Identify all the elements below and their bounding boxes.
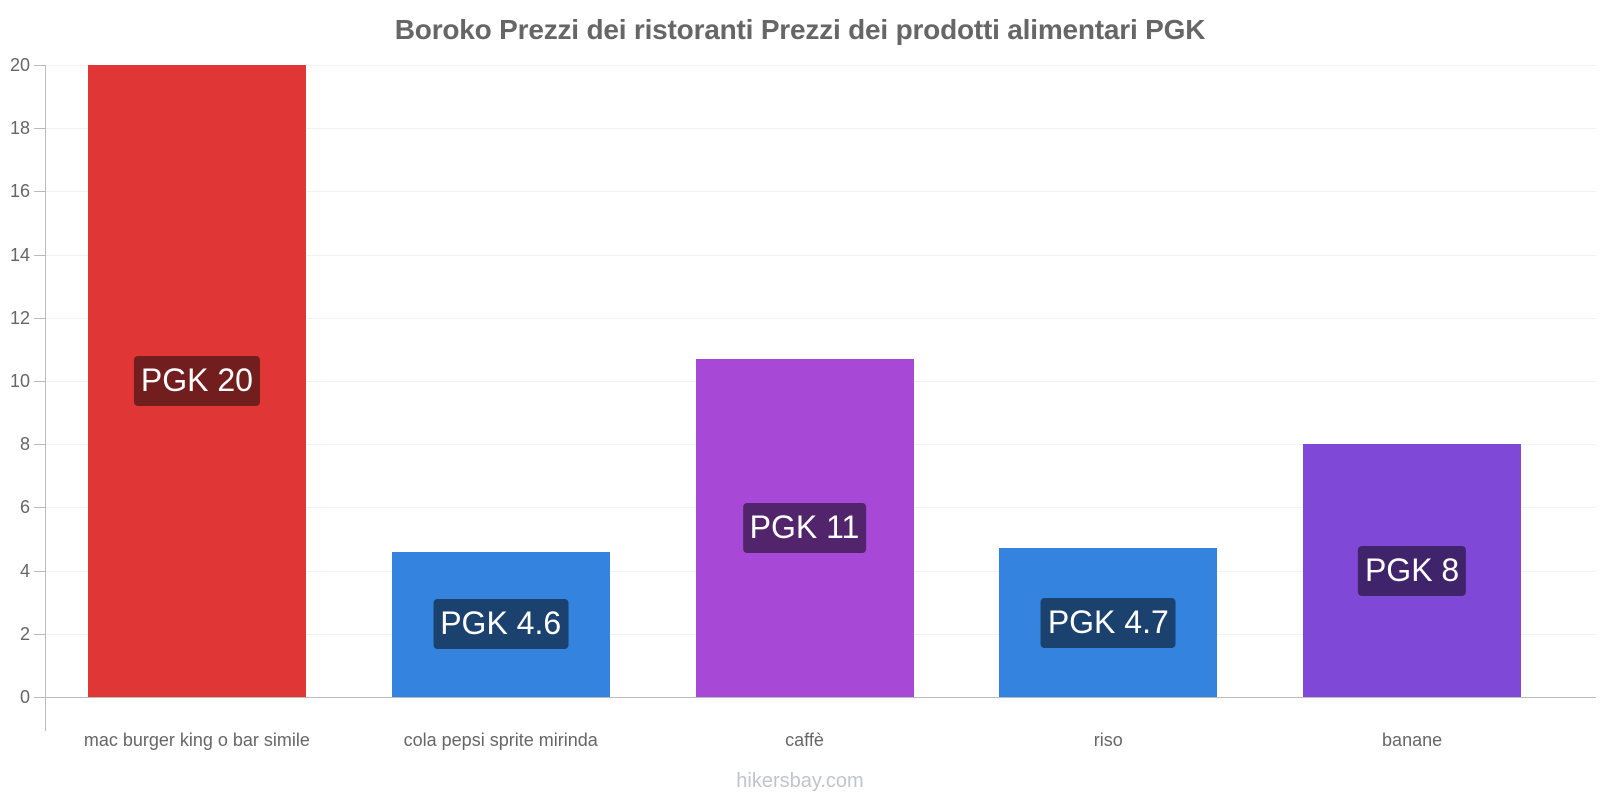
gridline — [46, 128, 1596, 129]
x-axis-line — [34, 697, 1596, 698]
y-tick-label: 16 — [9, 181, 30, 201]
bar-value-label: PGK 4.6 — [433, 599, 569, 650]
y-tick-mark — [34, 318, 45, 319]
y-tick-label: 12 — [9, 308, 30, 328]
x-category-label: cola pepsi sprite mirinda — [403, 730, 598, 750]
x-category-label: banane — [1382, 730, 1443, 750]
y-tick-label: 0 — [19, 687, 30, 707]
gridline — [46, 318, 1596, 319]
y-tick-label: 18 — [9, 118, 30, 138]
y-tick-label: 2 — [19, 624, 30, 644]
y-tick-label: 6 — [19, 497, 30, 517]
x-category-label: caffè — [785, 730, 824, 750]
y-tick-mark — [34, 507, 45, 508]
y-tick-label: 8 — [19, 434, 30, 454]
y-axis-line — [45, 65, 46, 731]
gridline — [46, 255, 1596, 256]
x-category-label: mac burger king o bar simile — [83, 730, 310, 750]
chart-title: Boroko Prezzi dei ristoranti Prezzi dei … — [394, 14, 1206, 45]
y-tick-label: 10 — [9, 371, 30, 391]
y-tick-mark — [34, 255, 45, 256]
y-tick-mark — [34, 381, 45, 382]
y-tick-label: 4 — [19, 561, 30, 581]
y-tick-label: 14 — [9, 245, 30, 265]
x-category-label: riso — [1093, 730, 1123, 750]
y-tick-mark — [34, 571, 45, 572]
watermark: hikersbay.com — [736, 770, 864, 792]
y-tick-label: 20 — [9, 55, 30, 75]
gridline — [46, 65, 1596, 66]
bar-value-label: PGK 4.7 — [1040, 597, 1176, 648]
bar-value-label: PGK 20 — [133, 356, 260, 406]
gridline — [46, 191, 1596, 192]
y-tick-mark — [34, 65, 45, 66]
y-tick-mark — [34, 634, 45, 635]
y-tick-mark — [34, 444, 45, 445]
bar-value-label: PGK 8 — [1357, 545, 1467, 596]
y-tick-mark — [34, 191, 45, 192]
y-tick-mark — [34, 128, 45, 129]
bar-value-label: PGK 11 — [742, 502, 867, 553]
